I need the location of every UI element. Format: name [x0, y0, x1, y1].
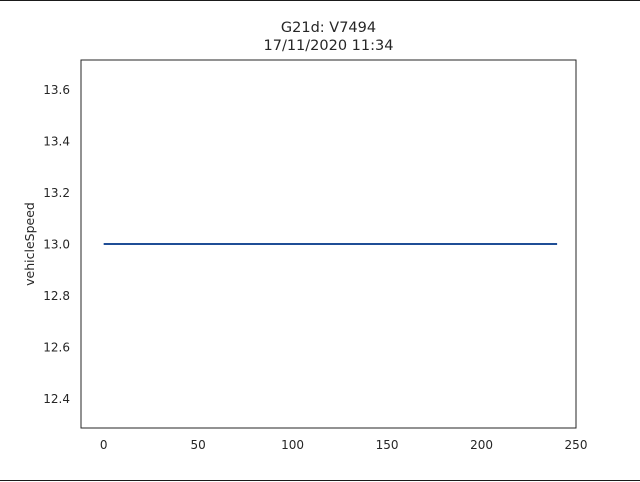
frame-bottom-line: [0, 480, 640, 481]
y-tick-label: 13.2: [43, 186, 70, 200]
y-axis-label: vehicleSpeed: [22, 202, 37, 286]
y-tick-label: 13.0: [43, 238, 70, 252]
frame-top-line: [0, 0, 640, 1]
x-tick-label: 200: [470, 438, 493, 452]
y-tick-label: 12.4: [43, 392, 70, 406]
y-tick-label: 13.6: [43, 83, 70, 97]
x-tick-label: 150: [376, 438, 399, 452]
chart-title: G21d: V7494: [281, 20, 376, 36]
x-tick-label: 250: [565, 438, 588, 452]
x-tick-label: 50: [190, 438, 205, 452]
y-tick-label: 12.6: [43, 340, 70, 354]
y-tick-label: 12.8: [43, 289, 70, 303]
plot-area: [80, 59, 577, 429]
chart-subtitle: 17/11/2020 11:34: [264, 38, 394, 54]
x-tick-label: 0: [100, 438, 108, 452]
y-tick-label: 13.4: [43, 135, 70, 149]
x-tick-label: 100: [281, 438, 304, 452]
